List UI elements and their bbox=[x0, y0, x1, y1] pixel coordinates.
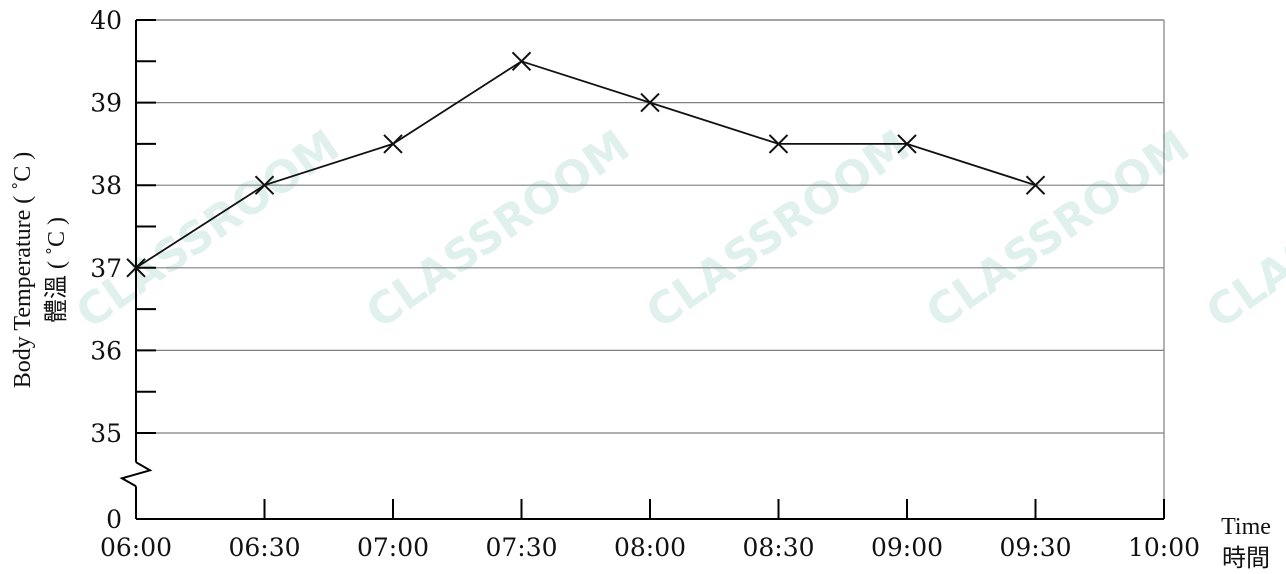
y-tick-label: 37 bbox=[90, 254, 122, 283]
data-point-marker bbox=[384, 135, 402, 153]
watermark-text: CLASSROOM bbox=[67, 120, 349, 339]
x-tick-label: 07:30 bbox=[485, 533, 557, 562]
x-tick-label: 09:30 bbox=[999, 533, 1071, 562]
y-axis-break bbox=[122, 462, 150, 486]
x-tick-label: 06:30 bbox=[228, 533, 300, 562]
y-axis-title-en: Body Temperature ( ˚C ) bbox=[10, 152, 36, 388]
y-tick-label: 40 bbox=[90, 6, 122, 35]
x-tick-label: 09:00 bbox=[871, 533, 943, 562]
watermark-text: CLASSROOM bbox=[1197, 120, 1286, 339]
x-tick-label: 07:00 bbox=[357, 533, 429, 562]
tick-labels: 0 35 36 37 38 39 40 06:00 06:30 07:00 07:30 08:00 08… bbox=[90, 6, 1200, 562]
data-point-marker bbox=[513, 52, 531, 70]
watermark-text: CLASSROOM bbox=[637, 120, 919, 339]
y-axis-title: Body Temperature ( ˚C ) 體溫 ( ˚C ) bbox=[10, 152, 70, 388]
x-axis-title-zh: 時間 bbox=[1222, 545, 1270, 572]
y-tick-label: 38 bbox=[90, 171, 122, 200]
y-axis-title-zh: 體溫 ( ˚C ) bbox=[43, 217, 70, 323]
y-tick-label: 0 bbox=[106, 505, 122, 534]
x-tick-label: 06:00 bbox=[100, 533, 172, 562]
y-tick-label: 35 bbox=[90, 419, 122, 448]
x-axis-title: Time 時間 bbox=[1221, 514, 1271, 572]
y-tick-label: 36 bbox=[90, 336, 122, 365]
y-tick-label: 39 bbox=[90, 89, 122, 118]
watermark-layer: CLASSROOM CLASSROOMCLASSROOMCLASSROOMCLAS… bbox=[67, 120, 1286, 339]
x-axis-title-en: Time bbox=[1221, 514, 1271, 540]
watermark-text: CLASSROOM bbox=[917, 120, 1199, 339]
grid-lines bbox=[136, 20, 1164, 433]
x-tick-label: 08:00 bbox=[614, 533, 686, 562]
watermark-text: CLASSROOM bbox=[357, 120, 639, 339]
x-tick-label: 10:00 bbox=[1128, 533, 1200, 562]
x-tick-label: 08:30 bbox=[742, 533, 814, 562]
